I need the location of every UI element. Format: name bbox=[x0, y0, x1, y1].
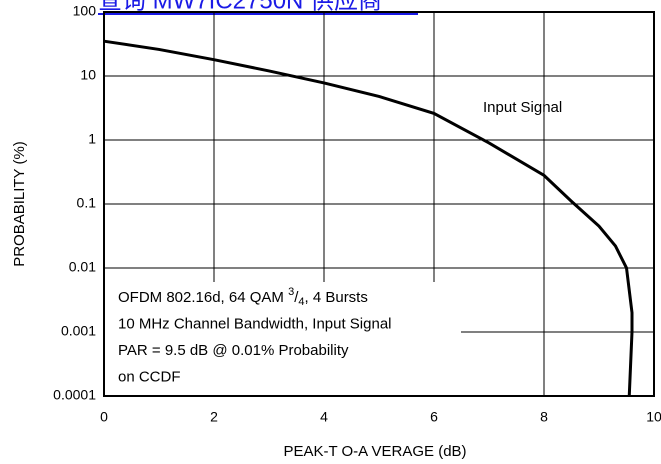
annotation-text: OFDM 802.16d, 64 QAM bbox=[118, 289, 288, 306]
x-tick-label: 2 bbox=[210, 409, 218, 425]
annotation-box bbox=[105, 282, 461, 395]
y-tick-label: 0.1 bbox=[77, 195, 97, 211]
annotation-text: PAR = 9.5 dB @ 0.01% Probability bbox=[118, 342, 349, 359]
x-tick-label: 10 bbox=[646, 409, 661, 425]
y-tick-label: 0.0001 bbox=[53, 387, 96, 403]
plot-frame bbox=[103, 11, 655, 397]
annotation-text: 4 bbox=[298, 296, 304, 308]
annotation-text: / bbox=[294, 289, 299, 306]
annotation-text: on CCDF bbox=[118, 368, 181, 385]
annotation: OFDM 802.16d, 64 QAM 3/4, 4 Bursts 10 MHz… bbox=[118, 286, 392, 386]
x-tick-label: 8 bbox=[540, 409, 548, 425]
y-tick-label: 0.001 bbox=[61, 323, 96, 339]
x-axis-label: PEAK-T O-A VERAGE (dB) bbox=[283, 443, 466, 460]
annotation-text: 3 bbox=[288, 286, 294, 298]
y-tick-label: 10 bbox=[80, 67, 96, 83]
watermark[interactable]: 查询 MW7IC2750N 供应商 bbox=[98, 0, 382, 14]
x-tick-label: 0 bbox=[100, 409, 108, 425]
y-tick-label: 0.01 bbox=[69, 259, 96, 275]
x-tick-label: 6 bbox=[430, 409, 438, 425]
series-label: Input Signal bbox=[483, 99, 562, 116]
y-axis-label: PROBABILITY (%) bbox=[11, 141, 28, 267]
x-tick-label: 4 bbox=[320, 409, 328, 425]
annotation-text: , 4 Bursts bbox=[305, 289, 368, 306]
line bbox=[103, 39, 634, 397]
annotation-text: 10 MHz Channel Bandwidth, Input Signal bbox=[118, 315, 392, 332]
y-tick-label: 1 bbox=[88, 131, 96, 147]
y-tick-label: 100 bbox=[73, 3, 97, 19]
